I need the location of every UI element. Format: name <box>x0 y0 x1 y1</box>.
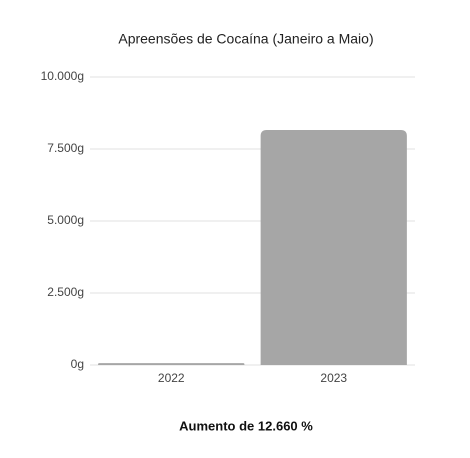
bar <box>260 129 407 365</box>
y-tick-label: 5.000g <box>47 213 84 227</box>
annotation: Aumento de 12.660 % <box>179 418 313 433</box>
y-tick-label: 7.500g <box>47 141 84 155</box>
x-tick-label: 2022 <box>158 371 185 385</box>
y-tick-label: 2.500g <box>47 285 84 299</box>
y-tick-label: 0g <box>71 357 84 371</box>
x-tick-label: 2023 <box>320 371 347 385</box>
bar <box>98 363 245 365</box>
y-tick-label: 10.000g <box>41 69 84 83</box>
chart-title: Apreensões de Cocaína (Janeiro a Maio) <box>118 31 373 47</box>
